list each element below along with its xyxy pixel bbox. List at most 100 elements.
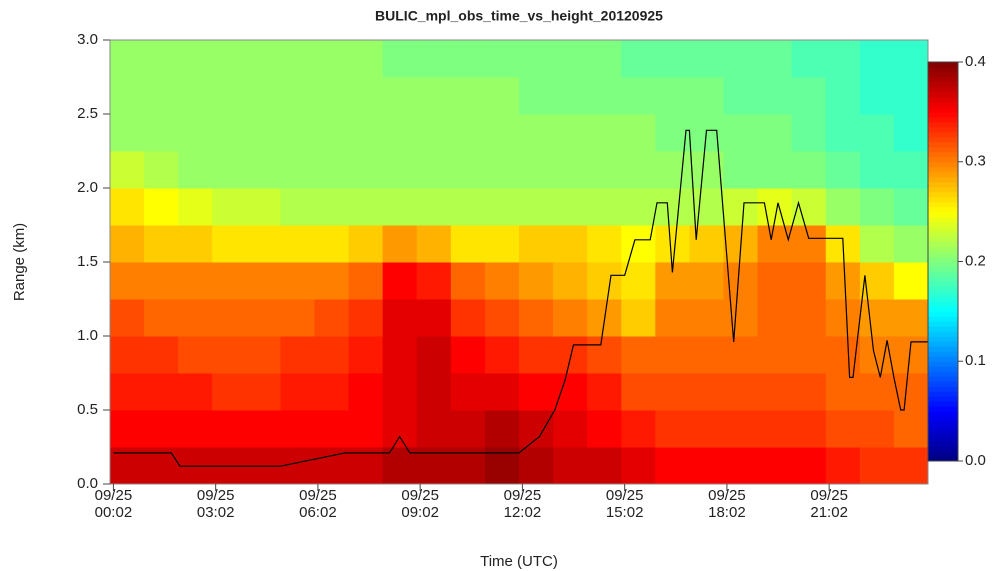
x-tick-label: 09/25 00:02 <box>94 487 133 521</box>
heatmap-cell <box>893 77 929 115</box>
heatmap-cell <box>382 114 418 152</box>
heatmap-cell <box>348 151 384 189</box>
heatmap-cell <box>859 299 895 337</box>
heatmap-cell <box>280 151 315 189</box>
colorbar-segment <box>928 211 958 218</box>
heatmap-cell <box>553 151 588 189</box>
colorbar-segment <box>928 196 958 203</box>
heatmap-cell <box>553 114 588 152</box>
heatmap-cell <box>655 77 690 115</box>
colorbar-segment <box>928 436 958 442</box>
heatmap-cell <box>859 447 895 485</box>
heatmap-cell <box>859 188 895 226</box>
heatmap-cell <box>519 40 554 78</box>
colorbar-tick-label: 0.4 <box>965 53 986 70</box>
heatmap-cell <box>655 225 690 263</box>
heatmap-cell <box>825 40 861 78</box>
heatmap-cell <box>246 77 281 115</box>
colorbar-segment <box>928 91 958 98</box>
heatmap-cell <box>314 299 350 337</box>
colorbar-segment <box>928 221 958 228</box>
heatmap-cell <box>110 410 145 448</box>
heatmap-cell <box>110 373 145 411</box>
heatmap-cell <box>110 40 145 78</box>
heatmap-cell <box>553 77 588 115</box>
heatmap-cell <box>280 114 315 152</box>
colorbar-segment <box>928 266 958 272</box>
heatmap-cell <box>791 447 827 485</box>
heatmap-cell <box>280 225 315 263</box>
heatmap-cell <box>757 373 793 411</box>
heatmap-cell <box>110 336 145 374</box>
colorbar-segment <box>928 356 958 362</box>
heatmap-cell <box>621 188 656 226</box>
heatmap-cell <box>893 410 929 448</box>
heatmap-cell <box>212 77 247 115</box>
colorbar-segment <box>928 71 958 78</box>
heatmap-cell <box>621 77 656 115</box>
heatmap-cell <box>382 40 418 78</box>
colorbar-segment <box>928 256 958 262</box>
heatmap-cell <box>655 373 690 411</box>
heatmap-cell <box>178 151 213 189</box>
colorbar-segment <box>928 206 958 213</box>
heatmap-cell <box>825 188 861 226</box>
heatmap-cell <box>553 336 588 374</box>
heatmap-cell <box>280 336 315 374</box>
heatmap-cell <box>723 447 759 485</box>
heatmap-cell <box>757 114 793 152</box>
colorbar-segment <box>928 326 958 332</box>
heatmap-cell <box>212 225 247 263</box>
heatmap-cell <box>178 410 213 448</box>
heatmap-cell <box>621 410 656 448</box>
heatmap-cell <box>450 114 486 152</box>
colorbar-segment <box>928 81 958 88</box>
colorbar-segment <box>928 181 958 188</box>
x-tick-label: 09/25 15:02 <box>605 487 644 521</box>
heatmap-cell <box>519 188 554 226</box>
heatmap-cell <box>689 151 724 189</box>
heatmap-cell <box>757 151 793 189</box>
colorbar-tick-label: 0.0 <box>965 452 986 469</box>
heatmap-cell <box>757 447 793 485</box>
colorbar-segment <box>928 361 958 367</box>
colorbar-segment <box>928 351 958 357</box>
heatmap-cell <box>382 151 418 189</box>
heatmap-cell <box>859 410 895 448</box>
heatmap-cell <box>314 77 350 115</box>
heatmap-cell <box>519 299 554 337</box>
heatmap-cell <box>450 225 486 263</box>
heatmap-cell <box>553 299 588 337</box>
heatmap-cell <box>348 77 384 115</box>
heatmap-cell <box>621 447 656 485</box>
colorbar-segment <box>928 386 958 392</box>
heatmap-cell <box>553 447 588 485</box>
heatmap-cell <box>484 225 520 263</box>
colorbar-segment <box>928 151 958 158</box>
heatmap-cell <box>655 410 690 448</box>
heatmap-cell <box>212 373 247 411</box>
heatmap-cell <box>587 114 622 152</box>
heatmap-cell <box>723 336 759 374</box>
heatmap-cell <box>484 262 520 300</box>
heatmap-cell <box>757 40 793 78</box>
colorbar-segment <box>928 411 958 417</box>
colorbar-segment <box>928 216 958 223</box>
heatmap-cell <box>723 114 759 152</box>
heatmap-cell <box>416 373 452 411</box>
heatmap-cell <box>416 188 452 226</box>
heatmap-cell <box>450 336 486 374</box>
heatmap-cell <box>519 225 554 263</box>
y-tick-label: 2.5 <box>77 105 98 122</box>
colorbar-segment <box>928 156 958 163</box>
y-tick-label: 1.0 <box>77 327 98 344</box>
colorbar-segment <box>928 131 958 138</box>
heatmap-cell <box>893 188 929 226</box>
heatmap-cell <box>553 188 588 226</box>
heatmap-cell <box>791 114 827 152</box>
heatmap-cell <box>893 151 929 189</box>
heatmap-cell <box>416 299 452 337</box>
heatmap-cell <box>519 151 554 189</box>
heatmap-cell <box>314 373 350 411</box>
colorbar-segment <box>928 376 958 382</box>
